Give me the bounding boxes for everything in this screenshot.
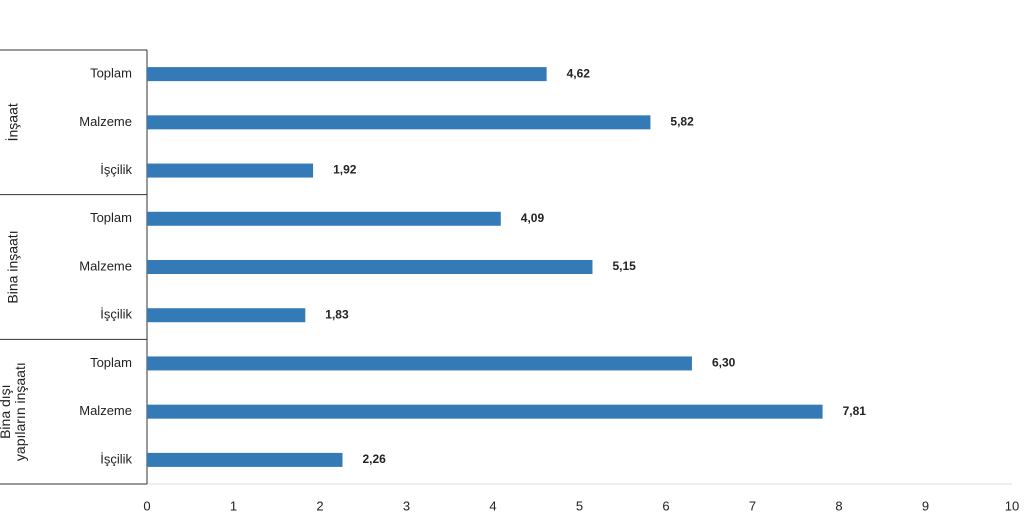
- bar: [147, 452, 343, 467]
- x-tick-label: 4: [489, 498, 496, 513]
- y-tick-label: Toplam: [90, 66, 132, 81]
- x-tick-label: 10: [1005, 498, 1019, 513]
- bar: [147, 356, 692, 371]
- bar: [147, 211, 501, 226]
- y-tick-label: Toplam: [90, 210, 132, 225]
- bar: [147, 163, 314, 178]
- bar: [147, 308, 306, 323]
- bar: [147, 115, 651, 130]
- value-label: 7,81: [843, 404, 867, 418]
- y-tick-label: Malzeme: [79, 403, 132, 418]
- bar: [147, 260, 593, 274]
- value-label: 2,26: [362, 452, 386, 466]
- group-label: yapıların inşaatı: [12, 362, 28, 461]
- bar: [147, 404, 823, 419]
- y-tick-label: İşçilik: [100, 451, 132, 466]
- bar: [147, 67, 547, 82]
- x-tick-label: 5: [576, 498, 583, 513]
- x-tick-label: 2: [316, 498, 323, 513]
- x-tick-label: 7: [749, 498, 756, 513]
- y-tick-label: Malzeme: [79, 258, 132, 273]
- x-tick-label: 1: [230, 498, 237, 513]
- x-tick-label: 9: [922, 498, 929, 513]
- x-tick-label: 3: [403, 498, 410, 513]
- value-label: 4,62: [567, 66, 591, 80]
- group-label: Bina dışı: [0, 384, 13, 438]
- x-tick-label: 0: [143, 498, 150, 513]
- y-tick-label: Malzeme: [79, 114, 132, 129]
- value-label: 6,30: [712, 356, 736, 370]
- value-label: 4,09: [521, 211, 545, 225]
- x-tick-label: 6: [662, 498, 669, 513]
- y-tick-label: İşçilik: [100, 307, 132, 322]
- value-label: 5,15: [612, 259, 636, 273]
- value-label: 1,83: [325, 307, 349, 321]
- group-label: Bina inşaatı: [5, 230, 21, 303]
- group-label: İnşaat: [4, 103, 21, 141]
- y-tick-label: İşçilik: [100, 162, 132, 177]
- value-label: 5,82: [670, 115, 694, 129]
- y-tick-label: Toplam: [90, 355, 132, 370]
- x-tick-label: 8: [835, 498, 842, 513]
- value-label: 1,92: [333, 163, 357, 177]
